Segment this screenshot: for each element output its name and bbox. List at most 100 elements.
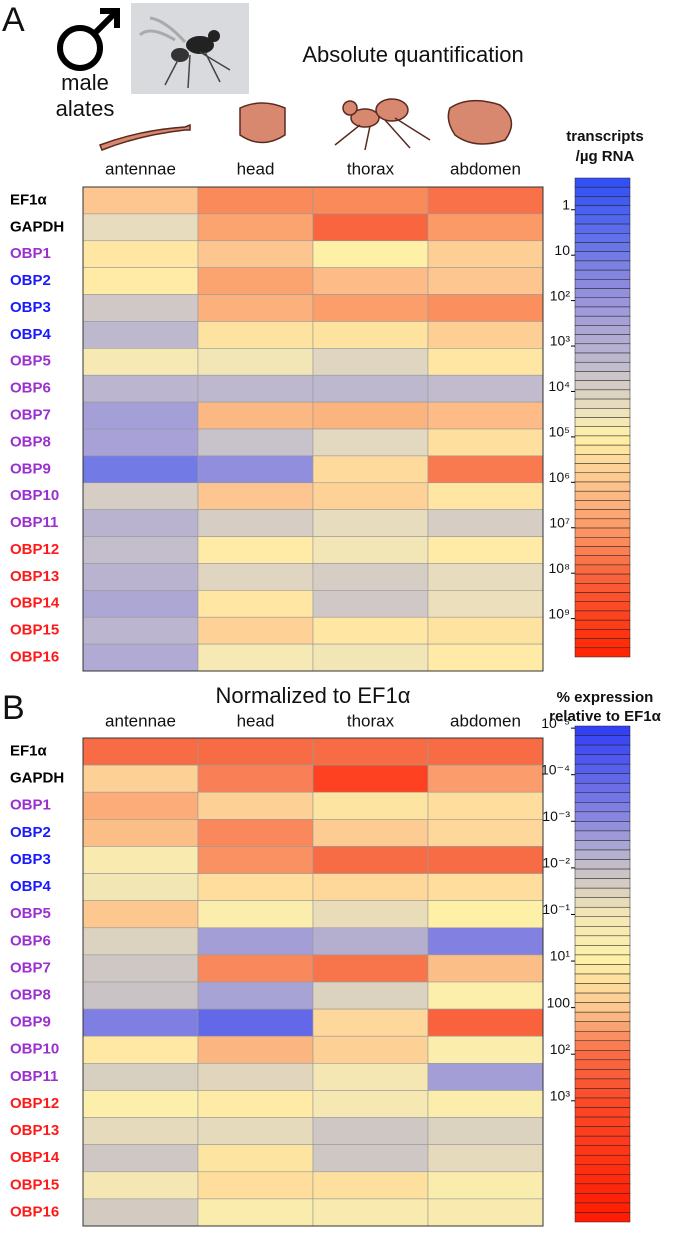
heatmap-cell [83,1199,198,1226]
heatmap-cell [428,214,543,241]
column-label: head [237,159,275,178]
colorbar-strip [575,850,630,860]
heatmap-cell [83,874,198,901]
row-label: OBP5 [10,905,51,922]
colorbar-strip [575,390,630,399]
heatmap-cell [428,510,543,537]
heatmap-cell [313,456,428,483]
colorbar-strip [575,242,630,251]
row-label: OBP15 [10,1176,59,1193]
ant-photo [131,3,249,94]
row-label: OBP6 [10,932,51,949]
colorbar-tick-label: 10⁻² [542,855,570,871]
row-label: OBP12 [10,1095,59,1112]
heatmap-cell [428,955,543,982]
heatmap-cell [428,590,543,617]
colorbar-tick-label: 1 [562,196,570,212]
heatmap-cell [313,1199,428,1226]
colorbar-strip [575,196,630,205]
heatmap-cell [313,590,428,617]
row-label: OBP12 [10,541,59,558]
colorbar-strip [575,1184,630,1194]
colorbar-strip [575,907,630,917]
colorbar-tick-label: 10³ [550,1087,571,1103]
annotation: alates [56,96,115,121]
colorbar-strip [575,362,630,371]
heatmap-cell [428,1199,543,1226]
colorbar-strip [575,1031,630,1041]
colorbar-strip [575,755,630,765]
colorbar-strip [575,1012,630,1022]
colorbar-strip [575,270,630,279]
heatmap-cell [83,537,198,564]
colorbar-strip [575,1079,630,1089]
colorbar-strip [575,802,630,812]
heatmap-cell [313,295,428,322]
colorbar-strip [575,427,630,436]
colorbar-strip [575,408,630,417]
colorbar-tick-label: 10² [550,1041,571,1057]
heatmap-cell [428,429,543,456]
colorbar-strip [575,252,630,261]
row-label: OBP1 [10,797,51,814]
heatmap-cell [198,617,313,644]
colorbar-strip [575,546,630,555]
colorbar-strip [575,583,630,592]
colorbar-strip [575,565,630,574]
colorbar-strip [575,1155,630,1165]
row-label: OBP16 [10,1203,59,1220]
heatmap-cell [198,321,313,348]
colorbar-title: % expression [557,689,654,706]
heatmap-cell [313,955,428,982]
heatmap-cell [198,955,313,982]
heatmap-cell [313,1145,428,1172]
column-label: abdomen [450,711,521,730]
colorbar-strip [575,1098,630,1108]
heatmap-cell [198,214,313,241]
heatmap-cell [428,348,543,375]
colorbar-tick-label: 10⁻³ [542,808,570,824]
colorbar-tick-label: 10⁸ [549,560,571,576]
row-label: OBP2 [10,272,51,289]
heatmap-cell [83,901,198,928]
colorbar-tick-label: 10⁶ [549,469,570,485]
row-label: OBP5 [10,353,51,370]
heatmap-cell [313,1009,428,1036]
heatmap-cell [83,1009,198,1036]
colorbar-strip [575,602,630,611]
colorbar-strip [575,215,630,224]
heatmap-cell [428,456,543,483]
colorbar-strip [575,261,630,270]
heatmap-cell [198,792,313,819]
row-label: OBP14 [10,595,60,612]
colorbar-strip [575,1041,630,1051]
heatmap-cell [83,590,198,617]
heatmap-cell [83,765,198,792]
heatmap-cell [428,1145,543,1172]
colorbar-strip [575,316,630,325]
heatmap-cell [313,901,428,928]
heatmap-cell [428,738,543,765]
heatmap-cell [83,375,198,402]
colorbar-strip [575,1165,630,1175]
colorbar-strip [575,418,630,427]
row-label: GAPDH [10,770,64,787]
heatmap-cell [313,1118,428,1145]
row-label: OBP10 [10,1041,59,1058]
heatmap-cell [83,928,198,955]
colorbar-strip [575,840,630,850]
heatmap-cell [83,982,198,1009]
heatmap-cell [198,1199,313,1226]
heatmap-cell [198,1063,313,1090]
colorbar-strip [575,510,630,519]
colorbar-strip [575,745,630,755]
row-label: OBP4 [10,878,52,895]
colorbar-strip [575,279,630,288]
colorbar-strip [575,984,630,994]
heatmap-cell [428,982,543,1009]
colorbar-strip [575,206,630,215]
colorbar-strip [575,187,630,196]
colorbar-strip [575,1212,630,1222]
heatmap-cell [198,1009,313,1036]
